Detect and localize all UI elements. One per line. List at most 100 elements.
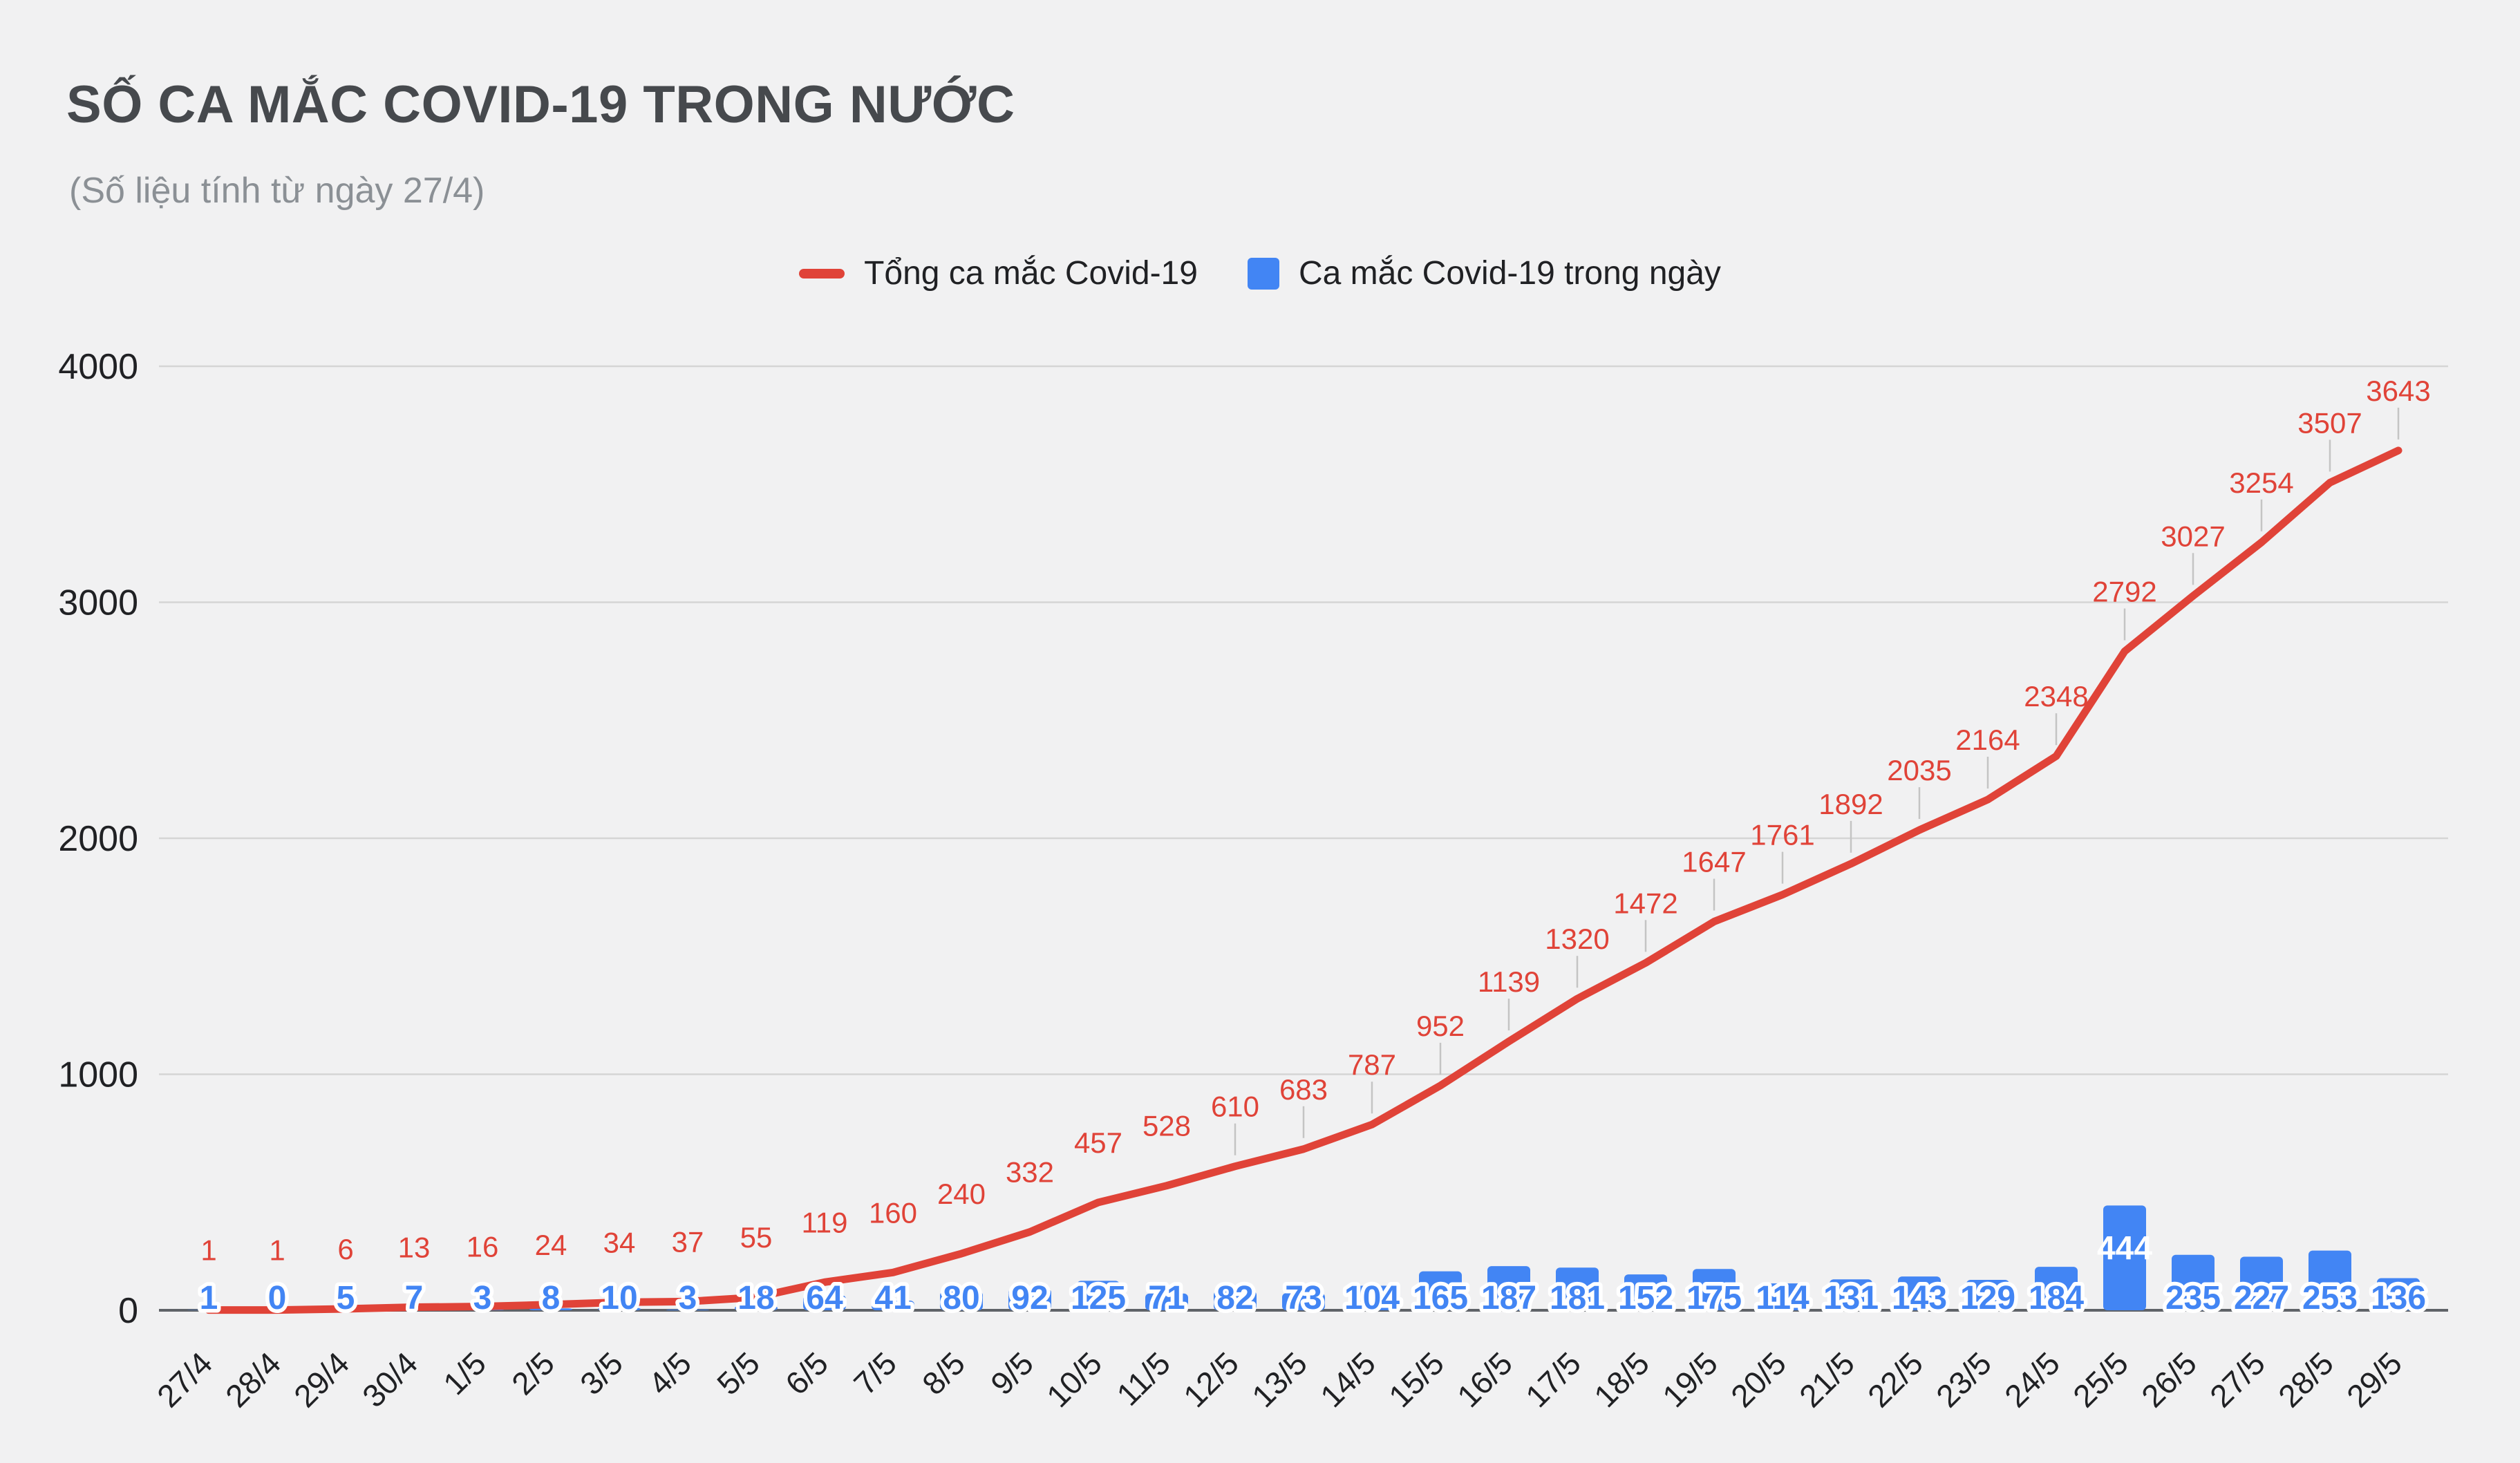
total-label: 683: [1279, 1073, 1328, 1106]
x-axis-label: 29/5: [2340, 1345, 2409, 1414]
x-axis-label: 21/5: [1792, 1345, 1861, 1414]
daily-label: 175: [1686, 1280, 1742, 1316]
daily-label: 10: [601, 1280, 637, 1316]
daily-bar: [2172, 1254, 2215, 1310]
legend-total-label: Tổng ca mắc Covid-19: [864, 255, 1198, 292]
x-axis-label: 26/5: [2134, 1345, 2203, 1414]
daily-label: 143: [1892, 1280, 1947, 1316]
daily-label: 64: [806, 1280, 843, 1316]
daily-label: 235: [2165, 1280, 2221, 1316]
daily-bar: [1761, 1283, 1804, 1310]
total-label: 1: [200, 1234, 216, 1267]
total-label: 37: [672, 1225, 704, 1258]
x-axis-label: 2/5: [505, 1345, 561, 1401]
daily-label: 3: [679, 1280, 697, 1316]
daily-bar: [1351, 1285, 1393, 1310]
daily-label: 5: [337, 1280, 355, 1316]
x-axis-label: 13/5: [1245, 1345, 1314, 1414]
daily-bar: [1282, 1293, 1325, 1310]
total-label: 2348: [2024, 680, 2088, 712]
total-label: 160: [869, 1196, 917, 1229]
x-axis-label: 3/5: [573, 1345, 630, 1401]
total-label: 6: [337, 1233, 353, 1265]
total-label: 3027: [2161, 520, 2225, 552]
total-label: 16: [467, 1231, 499, 1263]
daily-bar: [735, 1305, 778, 1310]
total-label: 1472: [1613, 887, 1677, 919]
x-axis-label: 4/5: [641, 1345, 698, 1401]
x-axis-label: 16/5: [1450, 1345, 1519, 1414]
x-axis-label: 22/5: [1861, 1345, 1930, 1414]
x-axis-label: 27/5: [2203, 1345, 2272, 1414]
total-label: 787: [1348, 1048, 1396, 1081]
daily-label: 82: [1216, 1280, 1253, 1316]
total-label: 55: [740, 1221, 773, 1254]
x-axis-label: 27/4: [150, 1345, 219, 1414]
daily-bar: [1077, 1281, 1120, 1310]
daily-bar: [1487, 1266, 1530, 1310]
x-axis-label: 28/5: [2271, 1345, 2340, 1414]
total-label: 240: [937, 1178, 986, 1210]
x-axis-label: 7/5: [847, 1345, 903, 1401]
daily-label: 184: [2029, 1280, 2084, 1316]
daily-label: 73: [1285, 1280, 1322, 1316]
daily-bar: [529, 1308, 572, 1310]
daily-label: 71: [1148, 1280, 1185, 1316]
daily-bar: [1693, 1269, 1736, 1310]
daily-bar: [1214, 1290, 1257, 1310]
daily-bar: [1624, 1274, 1667, 1310]
legend-square-swatch: [1247, 257, 1279, 290]
y-axis-label: 1000: [58, 1055, 138, 1095]
daily-bar: [940, 1291, 983, 1310]
legend-line-swatch: [799, 268, 845, 279]
total-label: 119: [802, 1206, 848, 1238]
daily-label: 253: [2302, 1280, 2358, 1316]
daily-label: 114: [1756, 1280, 1809, 1316]
daily-bar: [598, 1308, 641, 1310]
daily-label: 8: [542, 1280, 561, 1316]
daily-label: 92: [1011, 1280, 1048, 1316]
daily-label: 7: [405, 1280, 424, 1316]
total-line: [205, 446, 2403, 1314]
total-label: 2792: [2092, 576, 2156, 608]
daily-label: 18: [737, 1280, 774, 1316]
x-axis-label: 30/4: [355, 1345, 424, 1414]
x-axis-label: 25/5: [2066, 1345, 2135, 1414]
daily-label: 165: [1413, 1280, 1468, 1316]
legend-item-total: Tổng ca mắc Covid-19: [799, 254, 1198, 292]
x-axis-label: 20/5: [1724, 1345, 1793, 1414]
page-subtitle: (Số liệu tính từ ngày 27/4): [69, 171, 485, 211]
total-label: 2164: [1955, 724, 2020, 756]
x-axis-label: 12/5: [1176, 1345, 1245, 1414]
daily-label: 104: [1344, 1280, 1400, 1316]
total-label: 1892: [1818, 788, 1883, 820]
x-axis-label: 17/5: [1518, 1345, 1588, 1414]
daily-label: 152: [1618, 1280, 1673, 1316]
daily-bar: [2309, 1250, 2351, 1310]
daily-bar: [1419, 1271, 1462, 1310]
daily-bar: [1966, 1279, 2009, 1310]
daily-label: 3: [473, 1280, 492, 1316]
daily-label: 181: [1550, 1280, 1605, 1316]
total-label: 2035: [1887, 754, 1951, 786]
x-axis-label: 14/5: [1313, 1345, 1382, 1414]
daily-bar: [1830, 1279, 1872, 1310]
total-label: 24: [535, 1229, 567, 1261]
daily-bar: [2103, 1205, 2146, 1310]
total-label: 13: [398, 1231, 431, 1264]
daily-label: 136: [2371, 1280, 2426, 1316]
daily-label: 227: [2234, 1280, 2289, 1316]
daily-label: 131: [1823, 1280, 1879, 1316]
daily-label: 41: [874, 1280, 911, 1316]
daily-label: 80: [943, 1280, 979, 1316]
total-label: 1139: [1478, 965, 1540, 998]
x-axis-label: 8/5: [915, 1345, 972, 1401]
daily-label: 187: [1481, 1280, 1536, 1316]
x-axis-label: 10/5: [1040, 1345, 1109, 1414]
x-axis-label: 24/5: [1997, 1345, 2067, 1414]
daily-bar: [1008, 1288, 1051, 1310]
x-axis-label: 11/5: [1109, 1345, 1177, 1413]
daily-bar: [1556, 1267, 1599, 1310]
total-label: 332: [1006, 1156, 1054, 1189]
x-axis-label: 19/5: [1655, 1345, 1724, 1414]
